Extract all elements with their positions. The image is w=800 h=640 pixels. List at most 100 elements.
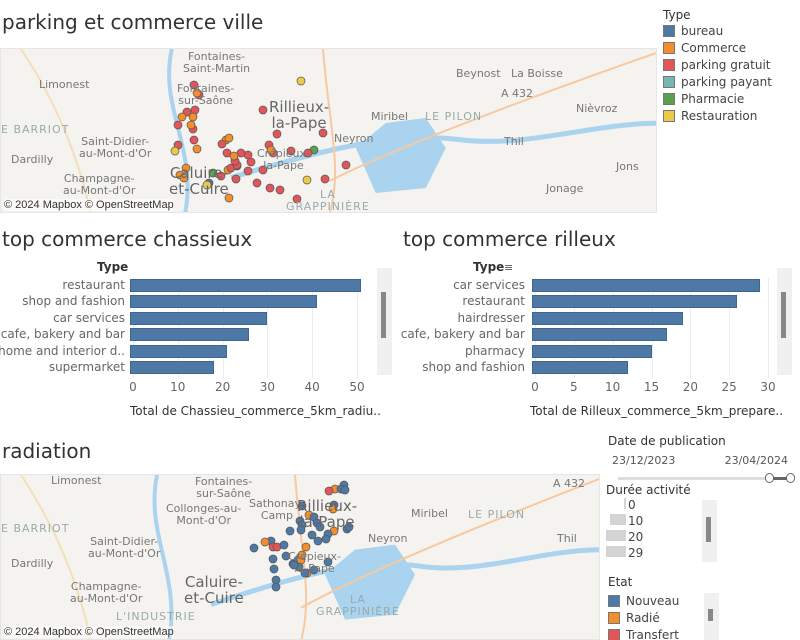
map-point[interactable] <box>266 145 276 155</box>
map-point[interactable] <box>302 175 312 185</box>
y-axis-title[interactable]: Type <box>473 260 505 274</box>
bar[interactable] <box>532 311 683 325</box>
map-point[interactable] <box>296 76 306 86</box>
map-point[interactable] <box>246 157 256 167</box>
map-point[interactable] <box>189 135 199 145</box>
bar[interactable] <box>532 279 761 292</box>
slider-end-handle[interactable] <box>786 473 795 483</box>
map-point[interactable] <box>177 112 187 122</box>
map-point[interactable] <box>286 146 296 156</box>
scroll-thumb[interactable] <box>781 292 786 338</box>
category-label[interactable]: restaurant <box>462 294 525 309</box>
map-point[interactable] <box>324 486 334 496</box>
map-point[interactable] <box>252 178 262 188</box>
category-label[interactable]: car services <box>453 278 525 292</box>
map-point[interactable] <box>313 536 323 546</box>
bar[interactable] <box>130 295 317 309</box>
map-point[interactable] <box>173 120 183 130</box>
category-label[interactable]: restaurant <box>62 278 125 292</box>
etat-item[interactable]: Nouveau <box>608 592 708 609</box>
category-label[interactable]: shop and fashion <box>22 294 125 309</box>
y-axis-title[interactable]: Type <box>97 260 129 274</box>
map-point[interactable] <box>208 168 218 178</box>
map-point[interactable] <box>341 160 351 170</box>
map-point[interactable] <box>321 534 331 544</box>
bar[interactable] <box>532 344 652 358</box>
map-point[interactable] <box>265 183 275 193</box>
map-point[interactable] <box>303 148 313 158</box>
map-point[interactable] <box>301 542 311 552</box>
category-label[interactable]: shop and fashion <box>422 360 525 374</box>
map-point[interactable] <box>269 564 279 574</box>
scroll-thumb[interactable] <box>381 292 386 338</box>
map-point[interactable] <box>315 522 325 532</box>
map-point[interactable] <box>323 557 333 567</box>
map-point[interactable] <box>297 550 307 560</box>
category-label[interactable]: cafe, bakery and bar <box>0 327 125 342</box>
category-label[interactable]: hairdresser <box>457 310 525 325</box>
category-label[interactable]: home and interior d.. <box>0 343 125 358</box>
map-point[interactable] <box>243 166 253 176</box>
map-point[interactable] <box>217 139 227 149</box>
map-point[interactable] <box>186 120 196 130</box>
legend-item[interactable]: Restauration <box>663 107 798 124</box>
legend-item[interactable]: bureau <box>663 22 798 39</box>
map-point[interactable] <box>258 165 268 175</box>
map-point[interactable] <box>275 185 285 195</box>
map-point[interactable] <box>297 501 307 511</box>
map-point[interactable] <box>318 128 328 138</box>
map-point[interactable] <box>289 560 299 570</box>
bar[interactable] <box>130 344 228 358</box>
slider-start-handle[interactable] <box>765 473 774 483</box>
map-point[interactable] <box>188 112 198 122</box>
bar[interactable] <box>130 279 362 292</box>
map-credit[interactable]: © 2024 Mapbox © OpenStreetMap <box>4 199 174 211</box>
bar[interactable] <box>532 328 668 342</box>
map-point[interactable] <box>192 88 202 98</box>
etat-item[interactable]: Radié <box>608 609 708 626</box>
legend-item[interactable]: Pharmacie <box>663 90 798 107</box>
map-point[interactable] <box>279 540 289 550</box>
category-label[interactable]: cafe, bakery and bar <box>400 327 525 342</box>
chart-scrollbar[interactable] <box>377 268 392 375</box>
map-point[interactable] <box>202 180 212 190</box>
map-point[interactable] <box>179 173 189 183</box>
bar[interactable] <box>532 295 737 309</box>
map-point[interactable] <box>272 129 282 139</box>
map-point[interactable] <box>249 543 259 553</box>
map-point[interactable] <box>216 171 226 181</box>
parking-commerce-map[interactable]: © 2024 Mapbox © OpenStreetMap Fontaines-… <box>0 48 657 213</box>
map-point[interactable] <box>170 146 180 156</box>
map-point[interactable] <box>260 537 270 547</box>
duree-scrollbar[interactable] <box>702 500 717 562</box>
map-point[interactable] <box>307 530 317 540</box>
map-point[interactable] <box>224 193 234 203</box>
map-point[interactable] <box>268 554 278 564</box>
bar[interactable] <box>130 311 268 325</box>
map-point[interactable] <box>344 522 354 532</box>
bar[interactable] <box>130 361 214 374</box>
map-point[interactable] <box>328 504 338 514</box>
category-label[interactable]: pharmacy <box>464 343 525 358</box>
legend-item[interactable]: parking payant <box>663 73 798 90</box>
bar[interactable] <box>532 361 629 374</box>
etat-item[interactable]: Transfert <box>608 626 708 640</box>
map-credit[interactable]: © 2024 Mapbox © OpenStreetMap <box>4 626 174 638</box>
category-label[interactable]: car services <box>53 310 125 325</box>
legend-item[interactable]: Commerce <box>663 39 798 56</box>
map-point[interactable] <box>300 568 310 578</box>
chart-scrollbar[interactable] <box>777 268 792 375</box>
x-axis-title[interactable]: Total de Chassieu_commerce_5km_radiu.. <box>130 404 381 418</box>
map-point[interactable] <box>181 163 191 173</box>
map-point[interactable] <box>285 526 295 536</box>
map-point[interactable] <box>258 105 268 115</box>
map-point[interactable] <box>231 174 241 184</box>
x-axis-title[interactable]: Total de Rilleux_commerce_5km_prepare.. <box>530 404 784 418</box>
map-point[interactable] <box>296 525 306 535</box>
date-range-slider[interactable] <box>608 472 798 484</box>
map-point[interactable] <box>281 551 291 561</box>
etat-scrollbar[interactable] <box>704 593 719 640</box>
map-point[interactable] <box>224 133 234 143</box>
map-point[interactable] <box>340 485 350 495</box>
map-point[interactable] <box>189 80 199 90</box>
